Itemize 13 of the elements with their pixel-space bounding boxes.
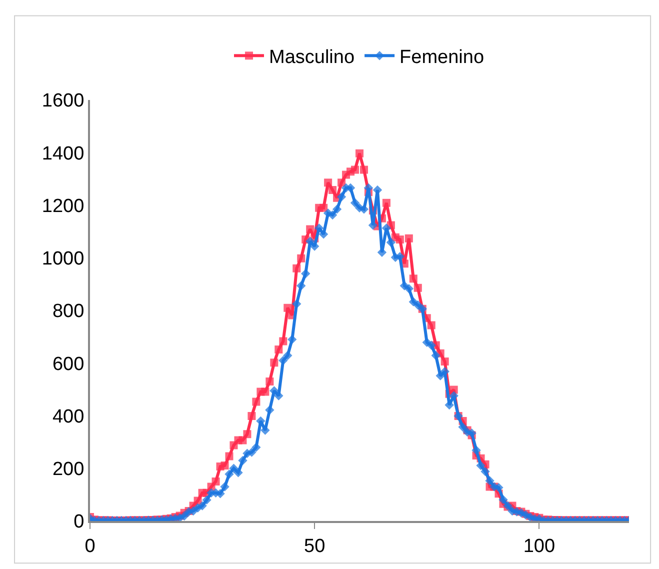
y-tick-label: 200: [52, 459, 84, 480]
x-tick-label: 100: [523, 536, 556, 557]
y-tick-label: 1200: [42, 196, 84, 217]
y-tick-label: 400: [52, 406, 84, 428]
y-tick-label: 1000: [42, 248, 84, 270]
y-tick-label: 1400: [42, 143, 84, 164]
legend-label: Masculino: [269, 47, 355, 68]
y-tick-label: 1600: [42, 90, 84, 112]
y-tick-label: 600: [52, 354, 84, 375]
y-tick-label: 800: [52, 301, 84, 322]
legend-label: Femenino: [400, 47, 484, 68]
y-tick-label: 0: [74, 512, 84, 533]
x-tick-label: 50: [304, 536, 326, 557]
